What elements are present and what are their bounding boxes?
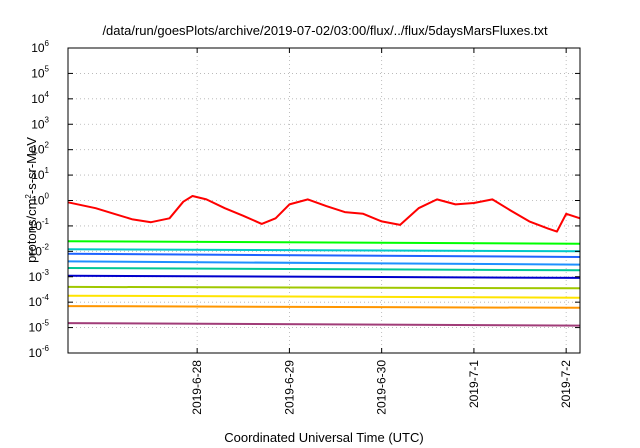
x-tick-label: 2019-7-1 — [467, 360, 481, 408]
series-line-8 — [67, 285, 581, 290]
series-line-4 — [67, 252, 581, 258]
x-tick-label: 2019-6-30 — [375, 360, 389, 415]
y-tick-label: 101 — [31, 166, 49, 182]
y-tick-label: 10-5 — [29, 319, 50, 335]
chart-title: /data/run/goesPlots/archive/2019-07-02/0… — [102, 23, 548, 38]
y-tick-layer: 10-6 10-5 10-4 10-3 10-2 10-1 100 101 102 103 104 1… — [29, 39, 580, 360]
x-tick-label: 2019-7-2 — [559, 360, 573, 408]
x-tick-label: 2019-6-29 — [282, 360, 296, 415]
series-line-6 — [67, 267, 581, 272]
series-layer — [67, 195, 581, 327]
y-tick-label: 102 — [31, 141, 49, 157]
series-line-11 — [67, 322, 581, 327]
y-tick-label: 10-6 — [29, 344, 50, 360]
x-tick-layer: 2019-6-28 2019-6-29 2019-6-30 2019-7-1 2019-… — [190, 48, 573, 415]
series-line-9 — [67, 294, 581, 299]
y-tick-label: 10-3 — [29, 268, 50, 284]
y-tick-label: 106 — [31, 39, 49, 55]
y-tick-label: 105 — [31, 64, 49, 80]
y-tick-label: 10-1 — [29, 217, 50, 233]
series-line-2 — [67, 240, 581, 245]
series-line-10 — [67, 305, 581, 309]
x-tick-label: 2019-6-28 — [190, 360, 204, 415]
y-axis-label-tail: -s-sr-MeV — [24, 137, 39, 194]
x-axis-label: Coordinated Universal Time (UTC) — [224, 430, 423, 445]
y-tick-label: 100 — [31, 192, 49, 208]
y-tick-label: 104 — [31, 90, 49, 106]
y-tick-label: 103 — [31, 115, 49, 131]
y-axis-label: protons/cm2-s-sr-MeV — [24, 137, 39, 263]
y-tick-label: 10-4 — [29, 293, 50, 309]
y-tick-label: 10-2 — [29, 242, 50, 258]
series-line-1 — [67, 195, 581, 233]
y-axis-label-base: protons/cm — [24, 199, 39, 263]
y-axis-label-sup: 2 — [24, 194, 33, 199]
series-line-7 — [67, 274, 581, 279]
series-line-3 — [67, 248, 581, 253]
series-line-5 — [67, 260, 581, 266]
